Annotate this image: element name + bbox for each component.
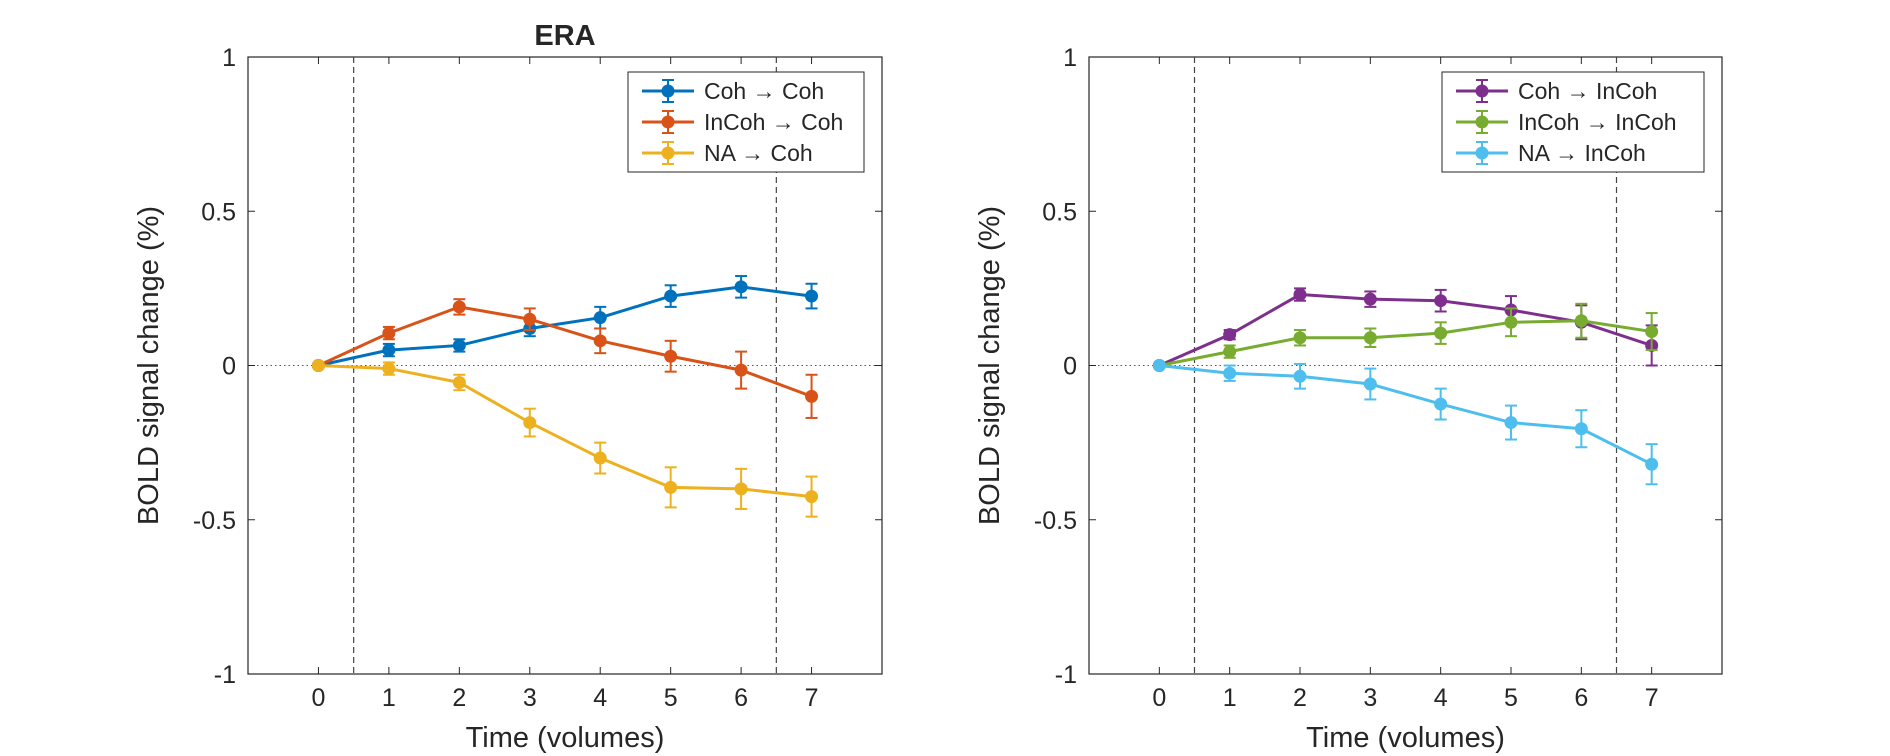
data-point — [523, 416, 537, 430]
x-tick-label: 6 — [734, 684, 748, 712]
data-point — [1363, 377, 1377, 391]
x-tick-label: 0 — [1152, 684, 1166, 712]
legend-swatch-marker — [1475, 146, 1489, 160]
series-3 — [311, 359, 819, 518]
series-line — [318, 285, 812, 367]
data-point — [523, 312, 537, 326]
data-point — [1293, 331, 1307, 345]
legend-swatch-marker — [1475, 115, 1489, 129]
data-point — [664, 289, 678, 303]
y-tick-label: 0.5 — [1042, 198, 1077, 226]
data-point — [311, 359, 325, 372]
data-point — [1645, 457, 1659, 471]
chart-title: ERA — [534, 20, 595, 52]
x-tick-label: 4 — [593, 684, 607, 712]
data-point — [1293, 369, 1307, 383]
x-tick-label: 3 — [523, 684, 537, 712]
y-axis-label: BOLD signal change (%) — [133, 206, 165, 525]
y-tick-label: -1 — [1055, 661, 1077, 689]
data-point — [1363, 331, 1377, 345]
data-point — [734, 363, 748, 377]
legend-entry: NA → Coh — [704, 140, 813, 166]
x-tick-label: 5 — [664, 684, 678, 712]
series-3 — [1152, 359, 1659, 486]
data-point — [1574, 422, 1588, 436]
series-2 — [1152, 302, 1659, 372]
data-point — [664, 349, 678, 363]
legend-swatch-marker — [661, 146, 675, 160]
y-tick-label: 1 — [1063, 44, 1077, 72]
data-point — [1645, 325, 1659, 339]
data-point — [382, 362, 396, 376]
legend-swatch-marker — [661, 84, 675, 98]
x-tick-label: 2 — [452, 684, 466, 712]
legend-swatch-marker — [1475, 84, 1489, 98]
legend-entry: NA → InCoh — [1518, 140, 1646, 166]
legend-entry: InCoh → InCoh — [1518, 109, 1677, 135]
data-point — [593, 451, 607, 465]
data-point — [452, 300, 466, 314]
y-tick-label: 0 — [1063, 353, 1077, 381]
data-point — [664, 480, 678, 494]
data-point — [1363, 292, 1377, 306]
data-point — [593, 311, 607, 325]
x-tick-label: 7 — [1645, 684, 1659, 712]
x-tick-label: 1 — [1223, 684, 1237, 712]
data-point — [734, 280, 748, 294]
x-tick-label: 6 — [1574, 684, 1588, 712]
chart-2: 0 1 2 3 4 5 6 7 -1 -0.5 0 0.5 1 Time (volumes) BOLD si… — [974, 44, 1723, 754]
x-tick-label: 7 — [805, 684, 819, 712]
y-tick-label: 0 — [222, 353, 236, 381]
data-point — [1293, 288, 1307, 302]
x-tick-label: 1 — [382, 684, 396, 712]
y-tick-label: -1 — [214, 661, 236, 689]
data-point — [1152, 359, 1166, 372]
x-tick-label: 5 — [1504, 684, 1518, 712]
data-point — [805, 490, 819, 504]
series-line — [318, 364, 812, 499]
data-point — [1504, 416, 1518, 430]
x-tick-label: 2 — [1293, 684, 1307, 712]
data-point — [1434, 397, 1448, 411]
y-tick-label: 1 — [222, 44, 236, 72]
series-line — [1159, 364, 1653, 466]
series-line — [1159, 319, 1652, 367]
data-point — [452, 375, 466, 389]
x-tick-label: 0 — [311, 684, 325, 712]
y-tick-label: -0.5 — [193, 507, 236, 535]
legend-entry: InCoh → Coh — [704, 109, 843, 135]
data-point — [1574, 314, 1588, 328]
data-point — [1504, 315, 1518, 329]
chart-1: 0 1 2 3 4 5 6 7 -1 -0.5 0 0.5 1 Time (volumes) BOLD si… — [133, 20, 883, 754]
data-point — [1223, 366, 1237, 380]
x-axis-label: Time (volumes) — [466, 722, 665, 754]
y-tick-label: 0.5 — [201, 198, 236, 226]
data-point — [1434, 326, 1448, 340]
x-axis-label: Time (volumes) — [1306, 722, 1505, 754]
legend: Coh → InCoh InCoh → InCoh NA → InCoh — [1441, 71, 1705, 173]
data-point — [1223, 328, 1237, 342]
data-point — [452, 338, 466, 352]
y-axis-label: BOLD signal change (%) — [974, 206, 1006, 525]
data-point — [1223, 345, 1237, 359]
series-line — [317, 305, 813, 398]
data-point — [593, 334, 607, 348]
legend: Coh → Coh InCoh → Coh NA → Coh — [627, 71, 865, 173]
data-point — [382, 343, 396, 357]
y-tick-label: -0.5 — [1034, 507, 1077, 535]
x-tick-label: 3 — [1363, 684, 1377, 712]
data-point — [805, 289, 819, 303]
data-point — [1434, 294, 1448, 308]
legend-entry: Coh → Coh — [704, 78, 824, 104]
x-tick-label: 4 — [1434, 684, 1448, 712]
legend-swatch-marker — [661, 115, 675, 129]
data-point — [382, 326, 396, 340]
data-point — [734, 482, 748, 496]
legend-entry: Coh → InCoh — [1518, 78, 1657, 104]
data-point — [805, 389, 819, 403]
